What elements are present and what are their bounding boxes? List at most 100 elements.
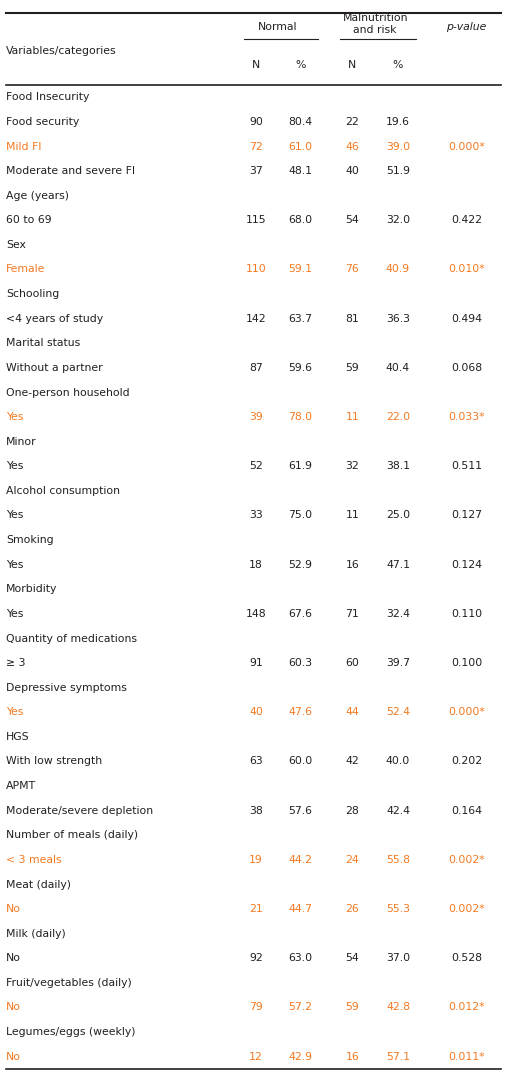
Text: 0.000*: 0.000* — [448, 708, 485, 717]
Text: %: % — [393, 60, 403, 70]
Text: 0.011*: 0.011* — [448, 1052, 485, 1062]
Text: 11: 11 — [345, 510, 359, 520]
Text: Alcohol consumption: Alcohol consumption — [6, 486, 120, 495]
Text: < 3 meals: < 3 meals — [6, 855, 62, 865]
Text: 0.124: 0.124 — [451, 560, 482, 570]
Text: 38: 38 — [249, 806, 263, 815]
Text: 0.100: 0.100 — [451, 658, 482, 668]
Text: 81: 81 — [345, 313, 359, 324]
Text: 0.528: 0.528 — [451, 953, 482, 963]
Text: 32: 32 — [345, 461, 359, 472]
Text: 26: 26 — [345, 904, 359, 914]
Text: <4 years of study: <4 years of study — [6, 313, 103, 324]
Text: Female: Female — [6, 265, 46, 275]
Text: 91: 91 — [249, 658, 263, 668]
Text: Moderate and severe FI: Moderate and severe FI — [6, 166, 135, 177]
Text: Fruit/vegetables (daily): Fruit/vegetables (daily) — [6, 978, 132, 988]
Text: 0.127: 0.127 — [451, 510, 482, 520]
Text: 0.002*: 0.002* — [448, 855, 485, 865]
Text: 42.4: 42.4 — [386, 806, 410, 815]
Text: 47.6: 47.6 — [288, 708, 312, 717]
Text: 55.8: 55.8 — [386, 855, 410, 865]
Text: 80.4: 80.4 — [288, 117, 312, 127]
Text: 39.0: 39.0 — [386, 141, 410, 152]
Text: 71: 71 — [345, 609, 359, 619]
Text: 79: 79 — [249, 1003, 263, 1012]
Text: 87: 87 — [249, 363, 263, 373]
Text: 0.002*: 0.002* — [448, 904, 485, 914]
Text: 24: 24 — [345, 855, 359, 865]
Text: 18: 18 — [249, 560, 263, 570]
Text: Sex: Sex — [6, 240, 26, 250]
Text: Yes: Yes — [6, 708, 23, 717]
Text: N: N — [252, 60, 260, 70]
Text: 61.9: 61.9 — [288, 461, 312, 472]
Text: 33: 33 — [249, 510, 263, 520]
Text: 57.6: 57.6 — [288, 806, 312, 815]
Text: Normal: Normal — [259, 22, 298, 32]
Text: Meat (daily): Meat (daily) — [6, 880, 71, 890]
Text: 47.1: 47.1 — [386, 560, 410, 570]
Text: 59.1: 59.1 — [288, 265, 312, 275]
Text: 75.0: 75.0 — [288, 510, 312, 520]
Text: 55.3: 55.3 — [386, 904, 410, 914]
Text: 63.7: 63.7 — [288, 313, 312, 324]
Text: 0.422: 0.422 — [451, 215, 482, 225]
Text: 59.6: 59.6 — [288, 363, 312, 373]
Text: 11: 11 — [345, 412, 359, 422]
Text: 28: 28 — [345, 806, 359, 815]
Text: 90: 90 — [249, 117, 263, 127]
Text: Age (years): Age (years) — [6, 191, 69, 200]
Text: 142: 142 — [246, 313, 266, 324]
Text: 36.3: 36.3 — [386, 313, 410, 324]
Text: 63.0: 63.0 — [288, 953, 312, 963]
Text: Morbidity: Morbidity — [6, 585, 57, 595]
Text: 40.4: 40.4 — [386, 363, 410, 373]
Text: Schooling: Schooling — [6, 289, 59, 299]
Text: 54: 54 — [345, 215, 359, 225]
Text: 48.1: 48.1 — [288, 166, 312, 177]
Text: 21: 21 — [249, 904, 263, 914]
Text: 0.494: 0.494 — [451, 313, 482, 324]
Text: 0.511: 0.511 — [451, 461, 482, 472]
Text: 42.9: 42.9 — [288, 1052, 312, 1062]
Text: Food Insecurity: Food Insecurity — [6, 93, 89, 102]
Text: 76: 76 — [345, 265, 359, 275]
Text: 0.012*: 0.012* — [448, 1003, 485, 1012]
Text: Yes: Yes — [6, 560, 23, 570]
Text: 38.1: 38.1 — [386, 461, 410, 472]
Text: Yes: Yes — [6, 510, 23, 520]
Text: 46: 46 — [345, 141, 359, 152]
Text: 0.000*: 0.000* — [448, 141, 485, 152]
Text: 63: 63 — [249, 756, 263, 767]
Text: One-person household: One-person household — [6, 388, 130, 397]
Text: No: No — [6, 953, 21, 963]
Text: 42: 42 — [345, 756, 359, 767]
Text: p-value: p-value — [446, 22, 487, 32]
Text: 16: 16 — [345, 1052, 359, 1062]
Text: 39: 39 — [249, 412, 263, 422]
Text: 60.0: 60.0 — [288, 756, 312, 767]
Text: 0.110: 0.110 — [451, 609, 482, 619]
Text: 32.0: 32.0 — [386, 215, 410, 225]
Text: 110: 110 — [246, 265, 266, 275]
Text: 52.9: 52.9 — [288, 560, 312, 570]
Text: Milk (daily): Milk (daily) — [6, 928, 66, 939]
Text: 22.0: 22.0 — [386, 412, 410, 422]
Text: 40.9: 40.9 — [386, 265, 410, 275]
Text: 44: 44 — [345, 708, 359, 717]
Text: Yes: Yes — [6, 461, 23, 472]
Text: 59: 59 — [345, 1003, 359, 1012]
Text: 22: 22 — [345, 117, 359, 127]
Text: Quantity of medications: Quantity of medications — [6, 633, 137, 643]
Text: Number of meals (daily): Number of meals (daily) — [6, 830, 138, 840]
Text: 0.068: 0.068 — [451, 363, 482, 373]
Text: Moderate/severe depletion: Moderate/severe depletion — [6, 806, 153, 815]
Text: 0.202: 0.202 — [451, 756, 482, 767]
Text: Smoking: Smoking — [6, 535, 54, 545]
Text: %: % — [295, 60, 305, 70]
Text: 25.0: 25.0 — [386, 510, 410, 520]
Text: Mild FI: Mild FI — [6, 141, 42, 152]
Text: 61.0: 61.0 — [288, 141, 312, 152]
Text: 51.9: 51.9 — [386, 166, 410, 177]
